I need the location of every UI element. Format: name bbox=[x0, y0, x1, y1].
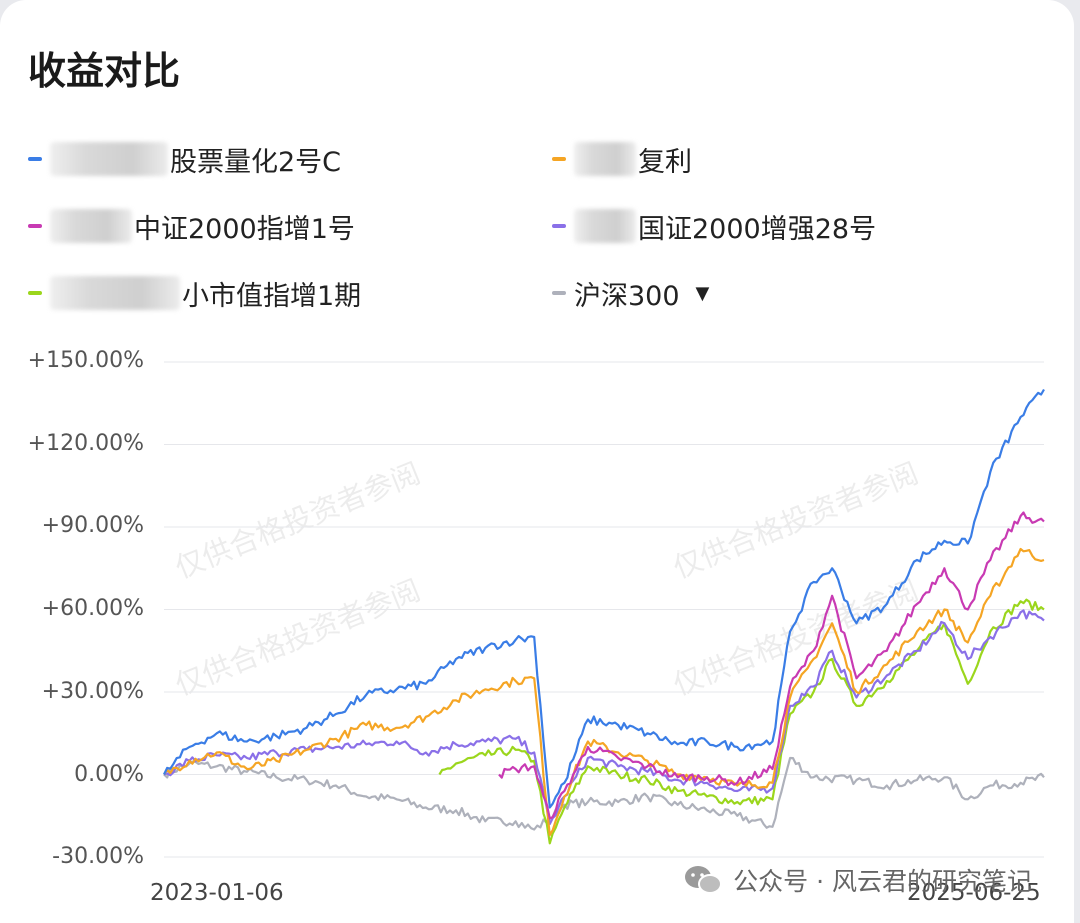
legend-swatch bbox=[552, 224, 566, 228]
series-line-3 bbox=[498, 511, 1045, 820]
series-line-1 bbox=[163, 388, 1045, 809]
redacted-name bbox=[574, 209, 636, 243]
legend-item-3[interactable]: 中证2000指增1号 bbox=[28, 206, 355, 246]
x-tick-label-end: 2025-06-25 bbox=[907, 880, 1041, 906]
legend-swatch bbox=[28, 157, 42, 161]
legend-item-5[interactable]: 小市值指增1期 bbox=[28, 273, 361, 313]
legend-item-2[interactable]: 复利 bbox=[552, 139, 692, 179]
redacted-name bbox=[574, 142, 636, 176]
y-tick-label: -30.00% bbox=[52, 844, 144, 869]
legend-swatch bbox=[28, 224, 42, 228]
y-tick-label: +150.00% bbox=[27, 348, 144, 373]
caret-down-icon[interactable]: ▼ bbox=[695, 282, 710, 304]
legend-label: 中证2000指增1号 bbox=[134, 213, 355, 245]
legend-label: 小市值指增1期 bbox=[182, 280, 362, 312]
legend-item-1[interactable]: 股票量化2号C bbox=[28, 139, 341, 179]
y-tick-label: +60.00% bbox=[41, 596, 144, 621]
legend-item-4[interactable]: 国证2000增强28号 bbox=[552, 206, 876, 246]
series-line-4 bbox=[163, 609, 1045, 826]
series-line-5 bbox=[438, 598, 1045, 845]
y-tick-label: +90.00% bbox=[41, 513, 144, 538]
chart-title: 收益对比 bbox=[28, 49, 181, 93]
series-line-2 bbox=[163, 547, 1045, 837]
source-watermark: 公众号 · 风云君的研究笔记 bbox=[683, 862, 1032, 898]
legend-item-6[interactable]: 沪深300 ▼ bbox=[552, 273, 709, 313]
source-label: 公众号 · 风云君的研究笔记 bbox=[733, 867, 1032, 896]
legend-label: 股票量化2号C bbox=[170, 146, 342, 178]
y-tick-label: 0.00% bbox=[74, 762, 144, 787]
x-tick-label-start: 2023-01-06 bbox=[150, 880, 284, 906]
legend-swatch bbox=[28, 291, 42, 295]
series-line-6 bbox=[163, 756, 1045, 831]
legend-label: 沪深300 bbox=[574, 280, 680, 312]
legend-label: 复利 bbox=[638, 146, 692, 178]
wechat-icon bbox=[685, 866, 723, 894]
legend-swatch bbox=[552, 291, 566, 295]
redacted-name bbox=[50, 142, 168, 176]
redacted-name bbox=[50, 276, 180, 310]
y-tick-label: +120.00% bbox=[27, 431, 144, 456]
legend-swatch bbox=[552, 157, 566, 161]
legend-label: 国证2000增强28号 bbox=[638, 213, 877, 245]
y-tick-label: +30.00% bbox=[41, 679, 144, 704]
redacted-name bbox=[50, 209, 132, 243]
